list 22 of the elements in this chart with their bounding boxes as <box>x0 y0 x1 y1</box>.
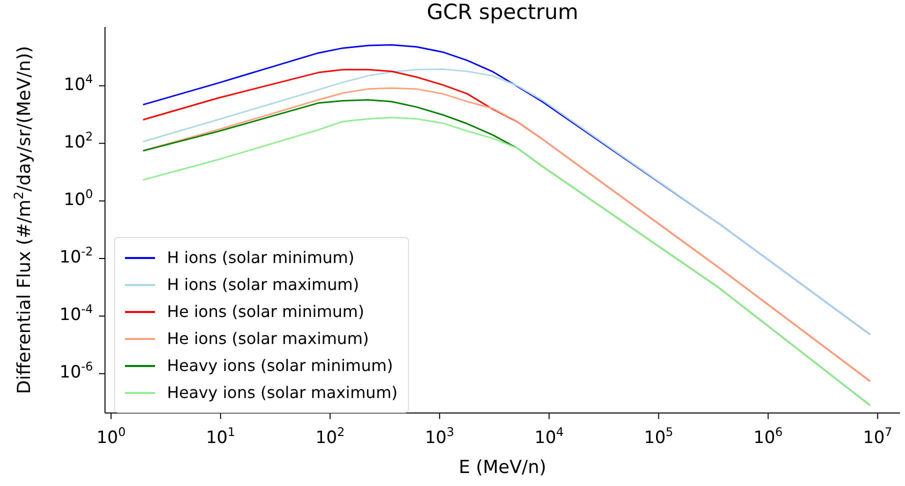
x-tick-label: 10$^{4}$ <box>534 425 564 448</box>
x-tick-label: 10$^{5}$ <box>644 425 674 448</box>
legend-label: H ions (solar maximum) <box>167 275 360 294</box>
y-tick-label: 10$^{-2}$ <box>60 244 93 268</box>
legend-label: He ions (solar maximum) <box>167 329 369 348</box>
legend-label: He ions (solar minimum) <box>167 302 364 321</box>
legend-label: H ions (solar minimum) <box>167 248 354 267</box>
chart-title: GCR spectrum <box>426 0 578 24</box>
x-tick-label: 10$^{6}$ <box>754 425 783 448</box>
legend-label: Heavy ions (solar minimum) <box>167 356 393 375</box>
y-tick-label: 10$^{-6}$ <box>60 360 93 383</box>
x-tick-label: 10$^{2}$ <box>315 425 345 448</box>
x-tick-label: 10$^{7}$ <box>863 425 892 448</box>
x-tick-label: 10$^{1}$ <box>206 425 236 448</box>
y-tick-label: 10$^{-4}$ <box>60 302 93 326</box>
x-tick-label: 10$^{3}$ <box>425 425 454 448</box>
x-tick-label: 10$^{0}$ <box>96 425 126 448</box>
x-axis-title: E (MeV/n) <box>458 457 546 478</box>
y-tick-label: 10$^{4}$ <box>64 72 93 95</box>
y-tick-label: 10$^{2}$ <box>64 129 93 152</box>
y-tick-label: 10$^{0}$ <box>64 186 93 210</box>
legend-label: Heavy ions (solar maximum) <box>167 383 398 402</box>
